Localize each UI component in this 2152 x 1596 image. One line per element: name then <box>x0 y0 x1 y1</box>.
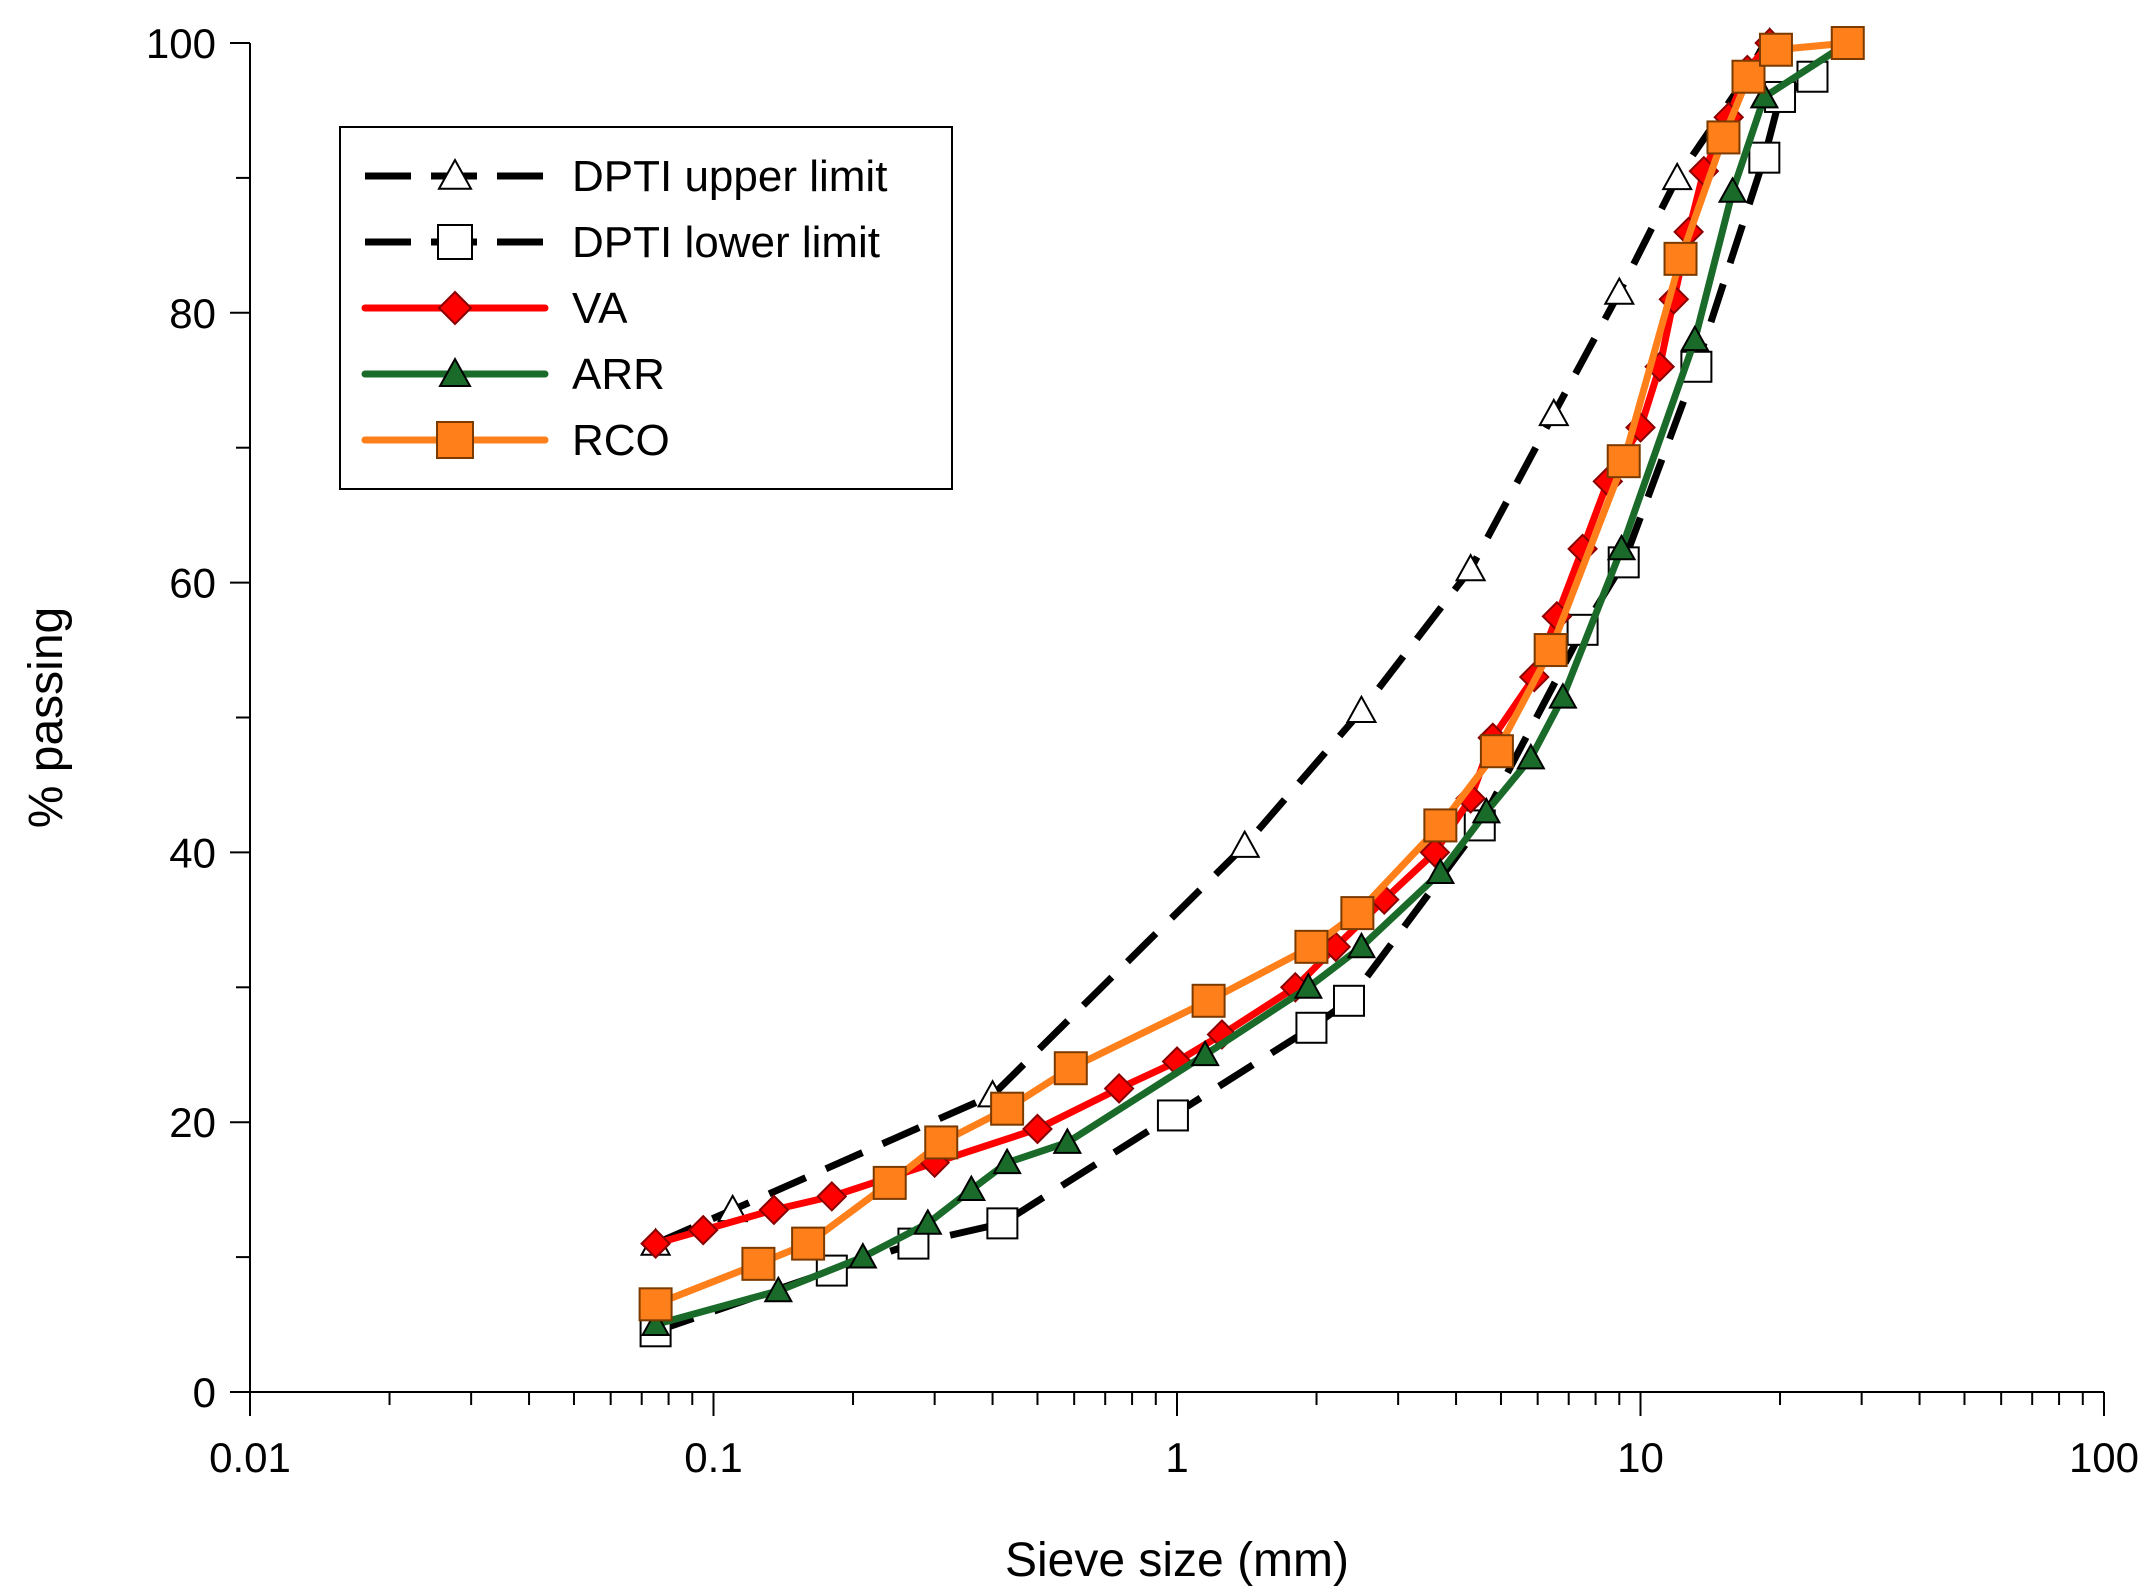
data-point <box>1479 734 1514 769</box>
data-point <box>640 1309 671 1336</box>
data-point <box>741 1246 776 1281</box>
x-tick-label: 100 <box>2069 1434 2139 1481</box>
data-point <box>1606 533 1637 561</box>
data-point <box>1548 682 1578 709</box>
legend-item: ARR <box>361 350 665 399</box>
x-tick-label: 0.01 <box>209 1434 291 1481</box>
legend-marker <box>437 290 473 326</box>
data-point <box>992 1147 1022 1175</box>
data-point <box>1190 1039 1220 1067</box>
data-point <box>986 1207 1019 1240</box>
data-point <box>640 1228 672 1260</box>
data-point <box>1533 633 1568 668</box>
data-point <box>1053 1051 1088 1086</box>
y-tick-label: 40 <box>169 829 216 876</box>
data-point <box>1830 26 1865 60</box>
data-point <box>1758 32 1793 67</box>
legend-marker <box>438 356 472 387</box>
data-point <box>990 1091 1025 1126</box>
data-point <box>913 1208 943 1235</box>
data-point <box>1423 808 1458 843</box>
x-tick-label: 0.1 <box>684 1434 742 1481</box>
data-point <box>816 1180 848 1212</box>
axes: 0 20 40 60 80 100 0.01 0.1 1 10 100 <box>146 20 2139 1481</box>
data-point <box>1191 983 1226 1018</box>
data-point <box>1603 276 1635 305</box>
data-point <box>1022 1113 1053 1145</box>
legend-marker <box>436 421 474 459</box>
legend-label: ARR <box>572 350 665 399</box>
y-tick-label: 20 <box>169 1099 216 1146</box>
data-point <box>1340 896 1375 931</box>
legend-item: RCO <box>361 416 670 465</box>
data-point <box>1748 141 1781 174</box>
data-point <box>1471 796 1502 824</box>
data-point <box>1717 176 1748 203</box>
legend-marker <box>437 224 473 260</box>
data-point <box>1332 984 1365 1017</box>
data-point <box>1052 1127 1083 1154</box>
y-tick-label: 80 <box>169 290 216 337</box>
data-point <box>924 1125 959 1160</box>
series-arr <box>640 27 1863 1336</box>
data-point <box>1706 120 1741 155</box>
series-rco <box>638 26 1865 1322</box>
data-point <box>1346 931 1377 959</box>
data-point <box>1731 59 1766 94</box>
data-point <box>956 1174 987 1202</box>
legend-label: DPTI lower limit <box>572 218 880 267</box>
data-point <box>791 1226 826 1261</box>
plot-area <box>638 26 1865 1348</box>
data-point <box>758 1194 790 1226</box>
x-tick-label: 1 <box>1165 1434 1188 1481</box>
legend-label: VA <box>572 284 628 333</box>
data-point <box>1663 241 1698 276</box>
data-point <box>1293 972 1324 999</box>
legend-item: VA <box>361 284 628 333</box>
data-point <box>1538 397 1570 427</box>
data-point <box>1295 1011 1328 1044</box>
data-point <box>1156 1099 1189 1132</box>
data-point <box>1516 742 1546 770</box>
data-point <box>1661 161 1693 191</box>
legend-label: RCO <box>572 416 670 465</box>
data-point <box>1103 1073 1135 1104</box>
data-point <box>1294 929 1329 964</box>
legend: DPTI upper limit DPTI lower limit VA ARR RCO <box>339 126 953 490</box>
data-point <box>1419 836 1451 868</box>
y-axis-title: % passing <box>20 607 73 828</box>
data-point <box>1425 857 1456 885</box>
y-tick-label: 100 <box>146 20 216 67</box>
data-point <box>1606 444 1641 479</box>
data-point <box>763 1275 794 1303</box>
series-line <box>654 41 1773 1247</box>
data-point <box>1345 694 1378 723</box>
data-point <box>872 1165 907 1200</box>
x-tick-label: 10 <box>1617 1434 1664 1481</box>
y-tick-label: 0 <box>193 1369 216 1416</box>
legend-item: DPTI upper limit <box>365 152 887 201</box>
y-tick-label: 60 <box>169 560 216 607</box>
data-point <box>687 1214 719 1246</box>
x-axis-title: Sieve size (mm) <box>1005 1534 1349 1587</box>
data-point <box>848 1242 878 1269</box>
data-point <box>1749 81 1780 109</box>
data-point <box>1680 324 1710 352</box>
legend-item: DPTI lower limit <box>365 218 880 267</box>
legend-marker <box>437 157 473 190</box>
data-point <box>1229 829 1261 858</box>
data-point <box>638 1287 673 1322</box>
data-point <box>1454 553 1487 582</box>
data-point <box>1796 60 1829 93</box>
legend-label: DPTI upper limit <box>572 152 887 201</box>
